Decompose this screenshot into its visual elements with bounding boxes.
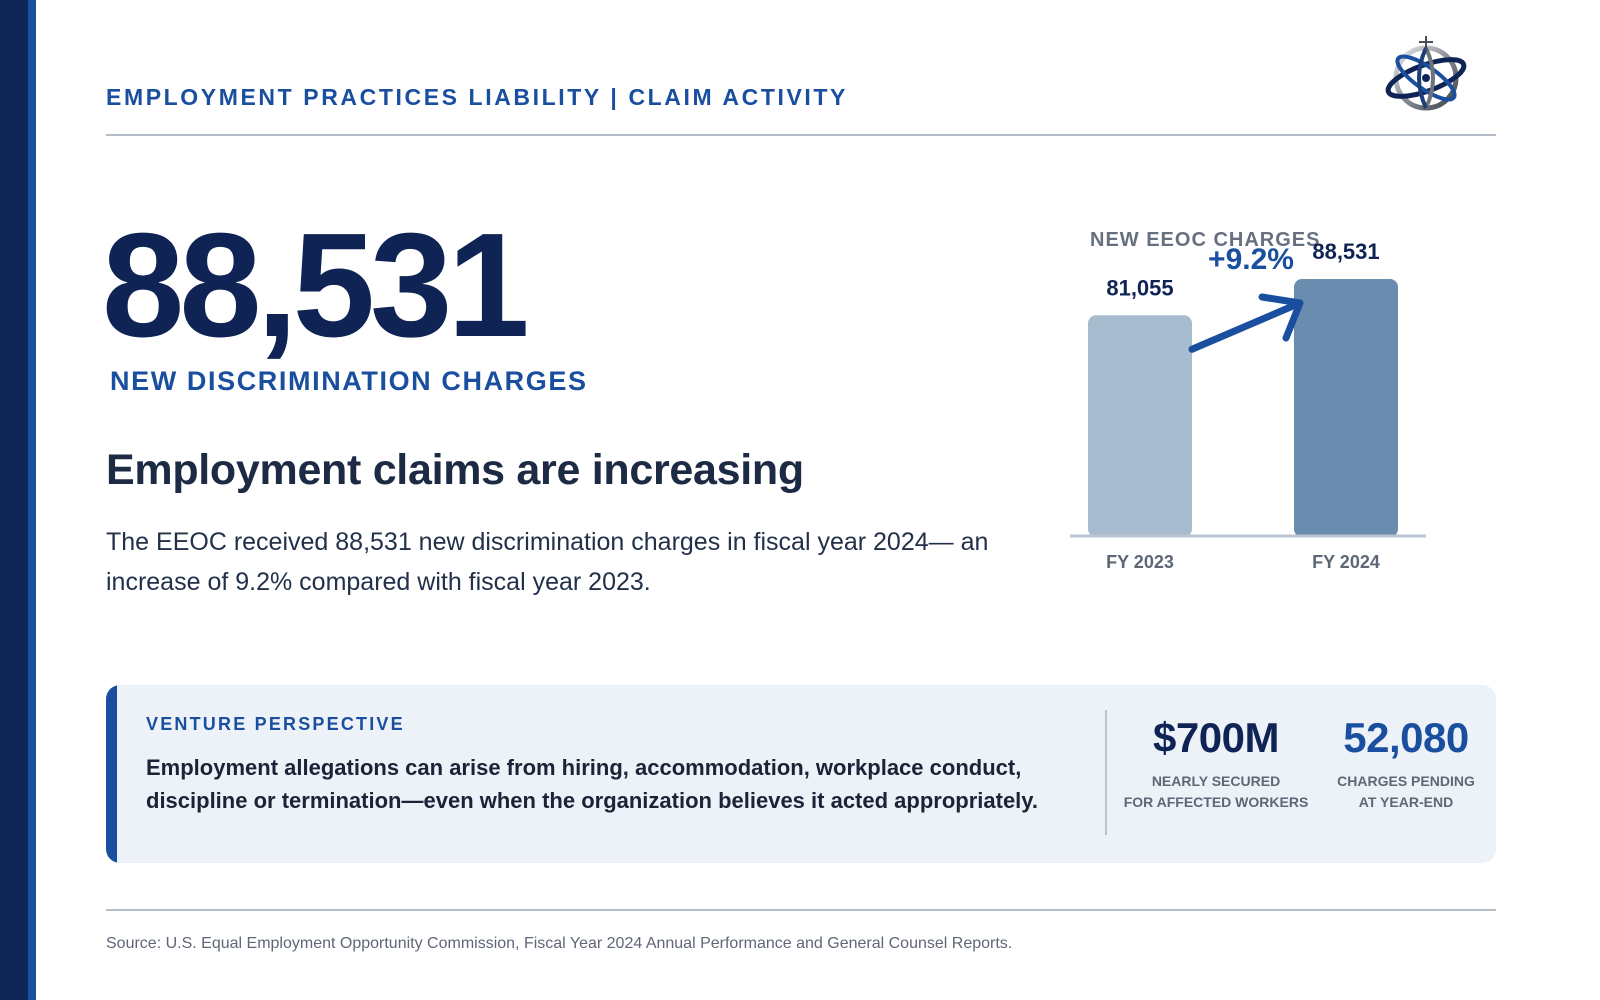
- stat-value: 52,080: [1343, 714, 1469, 761]
- header-divider: [106, 134, 1496, 136]
- change-label: +9.2%: [1208, 243, 1294, 276]
- stat-pending: 52,080 CHARGES PENDING AT YEAR-END: [1321, 717, 1491, 813]
- globe-orbit-icon: [1385, 36, 1467, 111]
- callout-kicker: VENTURE PERSPECTIVE: [146, 714, 405, 734]
- hero-label: NEW DISCRIMINATION CHARGES: [110, 366, 588, 396]
- growth-arrow-icon: [1188, 299, 1304, 353]
- bar-value-label: 81,055: [1106, 275, 1173, 300]
- stat-label: NEARLY SECURED FOR AFFECTED WORKERS: [1123, 773, 1309, 810]
- bar-value-label: 88,531: [1312, 239, 1379, 264]
- callout-divider: [1105, 710, 1107, 835]
- bar-fy-2024: [1294, 279, 1398, 537]
- footer-divider: [106, 909, 1496, 911]
- x-tick-label: FY 2023: [1106, 552, 1174, 572]
- hero-number: 88,531: [102, 203, 530, 368]
- growth-arrow-head-icon: [1258, 293, 1304, 342]
- page-header-title: EMPLOYMENT PRACTICES LIABILITY | CLAIM A…: [106, 84, 848, 110]
- stat-value: $700M: [1153, 714, 1279, 761]
- callout-accent-bar: [106, 685, 117, 863]
- source-note: Source: U.S. Equal Employment Opportunit…: [106, 935, 1013, 952]
- bar-fy-2023: [1088, 315, 1192, 537]
- stat-label: CHARGES PENDING AT YEAR-END: [1337, 773, 1475, 810]
- stat-secured: $700M NEARLY SECURED FOR AFFECTED WORKER…: [1116, 717, 1316, 813]
- chart-title: NEW EEOC CHARGES: [1090, 229, 1321, 251]
- callout-text: Employment allegations can arise from hi…: [146, 755, 1039, 813]
- chart-canvas: 81,055 FY 2023 88,531 FY 2024 +9.2%: [1070, 239, 1426, 572]
- eeoc-charges-chart: NEW EEOC CHARGES 81,055 FY 2023 88,531 FY 2…: [1070, 215, 1500, 605]
- venture-perspective-callout: VENTURE PERSPECTIVE Employment allegatio…: [106, 685, 1496, 863]
- body-paragraph: The EEOC received 88,531 new discriminat…: [106, 528, 989, 596]
- x-tick-label: FY 2024: [1312, 552, 1380, 572]
- section-headline: Employment claims are increasing: [106, 446, 804, 494]
- left-accent-bar: [0, 0, 36, 1000]
